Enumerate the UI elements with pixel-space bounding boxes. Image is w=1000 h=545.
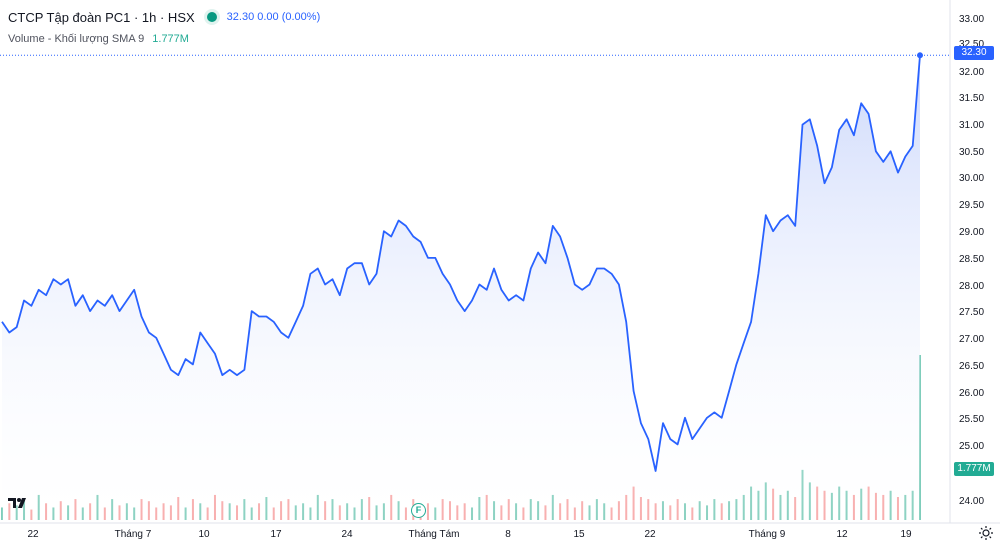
y-tick-label: 30.00 <box>959 173 984 184</box>
x-tick-label: 15 <box>573 529 585 540</box>
x-tick-label: 8 <box>505 529 511 540</box>
y-tick-label: 32.50 <box>959 39 984 50</box>
x-tick-label: 22 <box>27 529 39 540</box>
last-price-tag: 32.30 <box>954 46 994 60</box>
legend-volume-row: Volume - Khối lượng SMA 9 1.777M <box>8 32 320 46</box>
volume-indicator-value: 1.777M <box>152 33 189 45</box>
y-tick-label: 25.50 <box>959 414 984 425</box>
settings-gear-icon[interactable] <box>978 525 994 541</box>
x-tick-label: 10 <box>198 529 210 540</box>
x-tick-label: 22 <box>644 529 656 540</box>
legend-symbol-row: CTCP Tập đoàn PC1 · 1h · HSX 32.30 0.00 … <box>8 8 320 26</box>
last-price-dot <box>917 52 923 59</box>
y-tick-label: 29.50 <box>959 200 984 211</box>
tradingview-logo-icon[interactable] <box>8 496 30 510</box>
y-tick-label: 26.50 <box>959 361 984 372</box>
symbol-title[interactable]: CTCP Tập đoàn PC1 · 1h · HSX <box>8 9 195 25</box>
y-tick-label: 25.00 <box>959 441 984 452</box>
event-marker-icon[interactable]: F <box>411 503 426 518</box>
chart-legend: CTCP Tập đoàn PC1 · 1h · HSX 32.30 0.00 … <box>8 8 320 46</box>
y-tick-label: 27.00 <box>959 334 984 345</box>
volume-tag: 1.777M <box>954 462 994 476</box>
y-tick-label: 31.50 <box>959 93 984 104</box>
x-tick-label: 12 <box>836 529 848 540</box>
y-tick-label: 30.50 <box>959 147 984 158</box>
x-tick-label: 19 <box>900 529 912 540</box>
x-tick-label: Tháng 9 <box>749 529 786 540</box>
y-tick-label: 28.00 <box>959 281 984 292</box>
x-tick-label: 17 <box>270 529 282 540</box>
x-tick-label: 24 <box>341 529 353 540</box>
y-tick-label: 31.00 <box>959 120 984 131</box>
y-tick-label: 32.00 <box>959 67 984 78</box>
y-tick-label: 26.00 <box>959 388 984 399</box>
y-tick-label: 33.00 <box>959 14 984 25</box>
price-info: 32.30 0.00 (0.00%) <box>226 11 321 23</box>
market-status-icon <box>206 12 217 22</box>
price-line <box>1 55 921 472</box>
x-tick-label: Tháng 7 <box>115 529 152 540</box>
y-tick-label: 28.50 <box>959 254 984 265</box>
price-area-fill <box>2 55 920 521</box>
y-tick-label: 27.50 <box>959 307 984 318</box>
volume-indicator-label[interactable]: Volume - Khối lượng SMA 9 <box>8 33 145 45</box>
y-tick-label: 29.00 <box>959 227 984 238</box>
x-tick-label: Tháng Tám <box>409 529 460 540</box>
y-tick-label: 24.00 <box>959 496 984 507</box>
